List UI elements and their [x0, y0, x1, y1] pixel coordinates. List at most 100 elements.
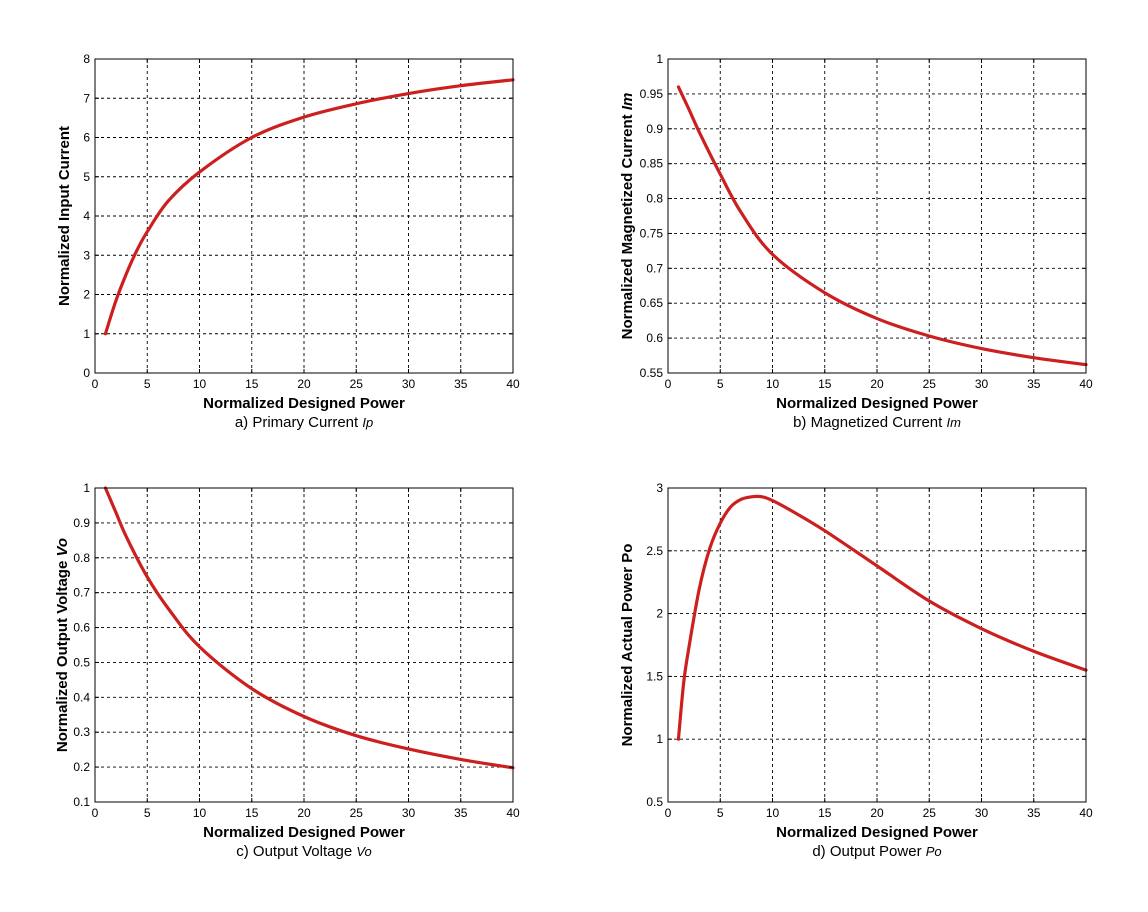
chart-d-caption: d) Output Power Po	[812, 843, 941, 860]
chart-c-caption-text: c) Output Voltage	[236, 843, 356, 860]
chart-b-ytick-label: 0.9	[646, 122, 663, 136]
chart-a-ytick-label: 7	[83, 91, 90, 105]
chart-b-ytick-label: 0.95	[640, 87, 664, 101]
chart-b-xtick-label: 25	[923, 377, 937, 391]
chart-d-xtick-label: 15	[818, 806, 832, 820]
chart-c-ytick-label: 0.4	[73, 690, 90, 704]
chart-d-ytick-label: 2	[656, 607, 663, 621]
chart-b-xtick-label: 35	[1027, 377, 1041, 391]
chart-a-xtick-label: 5	[144, 377, 151, 391]
chart-d-ylabel-text: Normalized Actual Power Po	[619, 544, 636, 747]
chart-b-xtick-label: 40	[1079, 377, 1093, 391]
chart-c-xtick-label: 20	[297, 806, 311, 820]
chart-c-xlabel: Normalized Designed Power	[203, 824, 405, 841]
chart-d-xtick-label: 0	[665, 806, 672, 820]
chart-b-series-Im	[676, 85, 1088, 367]
chart-b-ytick-label: 0.65	[640, 296, 664, 310]
chart-d-xtick-label: 5	[717, 806, 724, 820]
chart-a-ytick-label: 6	[83, 131, 90, 145]
chart-c-xtick-label: 10	[193, 806, 207, 820]
chart-a-ytick-label: 2	[83, 288, 90, 302]
chart-a-ytick-label: 1	[83, 327, 90, 341]
chart-a-xtick-label: 15	[245, 377, 259, 391]
chart-c-ytick-label: 1	[83, 481, 90, 495]
chart-a-xlabel: Normalized Designed Power	[203, 395, 405, 412]
chart-a-ytick-label: 0	[83, 366, 90, 380]
chart-a-ytick-label: 3	[83, 248, 90, 262]
chart-c-xtick-label: 40	[506, 806, 520, 820]
chart-b-xtick-label: 5	[717, 377, 724, 391]
chart-a-caption-text: a) Primary Current	[235, 414, 363, 431]
chart-a-ytick-label: 4	[83, 209, 90, 223]
chart-a-xtick-label: 30	[402, 377, 416, 391]
chart-d-ytick-label: 1.5	[646, 669, 663, 683]
chart-c: 0 5 10 15 20 25 30 35 40 0.1 0.2 0.3 0.4 0.5 0.6 0.7 0.8…	[54, 481, 520, 860]
chart-a-xtick-label: 40	[506, 377, 520, 391]
chart-b-ytick-label: 0.7	[646, 261, 663, 275]
chart-b: 0 5 10 15 20 25 30 35 40 0.55 0.6 0.65 0.7 0.75 0.8 0.8…	[619, 52, 1093, 431]
chart-a-xtick-label: 20	[297, 377, 311, 391]
chart-c-ylabel-symbol: Vo	[54, 538, 71, 557]
chart-b-xtick-label: 30	[975, 377, 989, 391]
chart-c-xtick-label: 25	[350, 806, 364, 820]
chart-c-series-Vo	[103, 486, 515, 770]
chart-d-xtick-label: 30	[975, 806, 989, 820]
chart-d-xtick-label: 20	[870, 806, 884, 820]
chart-a-xtick-label: 10	[193, 377, 207, 391]
chart-a-ytick-label: 8	[83, 52, 90, 66]
chart-d-ylabel: Normalized Actual Power Po	[619, 544, 636, 747]
chart-b-xtick-label: 10	[766, 377, 780, 391]
chart-a-xtick-label: 25	[350, 377, 364, 391]
chart-c-ytick-label: 0.1	[73, 795, 90, 809]
chart-c-caption: c) Output Voltage Vo	[236, 843, 372, 860]
chart-b-xtick-label: 20	[870, 377, 884, 391]
chart-c-xtick-label: 35	[454, 806, 468, 820]
chart-d-ytick-label: 2.5	[646, 544, 663, 558]
chart-d-series-Po	[676, 494, 1088, 741]
chart-c-ytick-label: 0.2	[73, 760, 90, 774]
chart-c-caption-symbol: Vo	[356, 844, 371, 859]
chart-b-xtick-label: 15	[818, 377, 832, 391]
chart-b-xlabel: Normalized Designed Power	[776, 395, 978, 412]
chart-d-ytick-label: 1	[656, 732, 663, 746]
chart-b-xtick-label: 0	[665, 377, 672, 391]
chart-d: 0 5 10 15 20 25 30 35 40 0.5 1 1.5 2 2.5 3 Normalized D…	[619, 481, 1093, 860]
chart-a-ylabel-text: Normalized Input Current	[56, 126, 73, 306]
chart-b-caption-symbol: Im	[946, 415, 961, 430]
chart-c-ytick-label: 0.5	[73, 655, 90, 669]
chart-a-ylabel: Normalized Input Current	[56, 126, 73, 306]
chart-c-ytick-label: 0.7	[73, 586, 90, 600]
chart-b-ytick-label: 0.6	[646, 331, 663, 345]
chart-a-series-Ip	[103, 78, 515, 336]
chart-c-xtick-label: 0	[92, 806, 99, 820]
chart-a-caption: a) Primary Current Ip	[235, 414, 373, 431]
chart-c-xtick-label: 15	[245, 806, 259, 820]
chart-c-ylabel-text: Normalized Output Voltage	[54, 557, 71, 753]
chart-a-xtick-label: 35	[454, 377, 468, 391]
chart-d-ytick-label: 3	[656, 481, 663, 495]
chart-c-ytick-label: 0.9	[73, 516, 90, 530]
chart-a-caption-symbol: Ip	[362, 415, 373, 430]
chart-d-xtick-label: 35	[1027, 806, 1041, 820]
chart-d-caption-text: d) Output Power	[812, 843, 925, 860]
chart-d-caption-symbol: Po	[926, 844, 942, 859]
chart-a-ytick-label: 5	[83, 170, 90, 184]
chart-b-ytick-label: 0.55	[640, 366, 664, 380]
chart-b-ylabel-text: Normalized Magnetized Current	[619, 110, 636, 339]
chart-b-ytick-label: 0.8	[646, 192, 663, 206]
chart-d-xtick-label: 25	[923, 806, 937, 820]
chart-d-xlabel: Normalized Designed Power	[776, 824, 978, 841]
chart-c-xtick-label: 5	[144, 806, 151, 820]
chart-b-caption-text: b) Magnetized Current	[793, 414, 946, 431]
chart-a-xtick-label: 0	[92, 377, 99, 391]
chart-b-ytick-label: 0.85	[640, 157, 664, 171]
chart-d-ytick-label: 0.5	[646, 795, 663, 809]
chart-c-ytick-label: 0.8	[73, 551, 90, 565]
chart-d-xtick-label: 40	[1079, 806, 1093, 820]
chart-c-xtick-label: 30	[402, 806, 416, 820]
chart-d-xtick-label: 10	[766, 806, 780, 820]
chart-c-ytick-label: 0.6	[73, 621, 90, 635]
chart-c-ytick-label: 0.3	[73, 725, 90, 739]
chart-b-ytick-label: 1	[656, 52, 663, 66]
